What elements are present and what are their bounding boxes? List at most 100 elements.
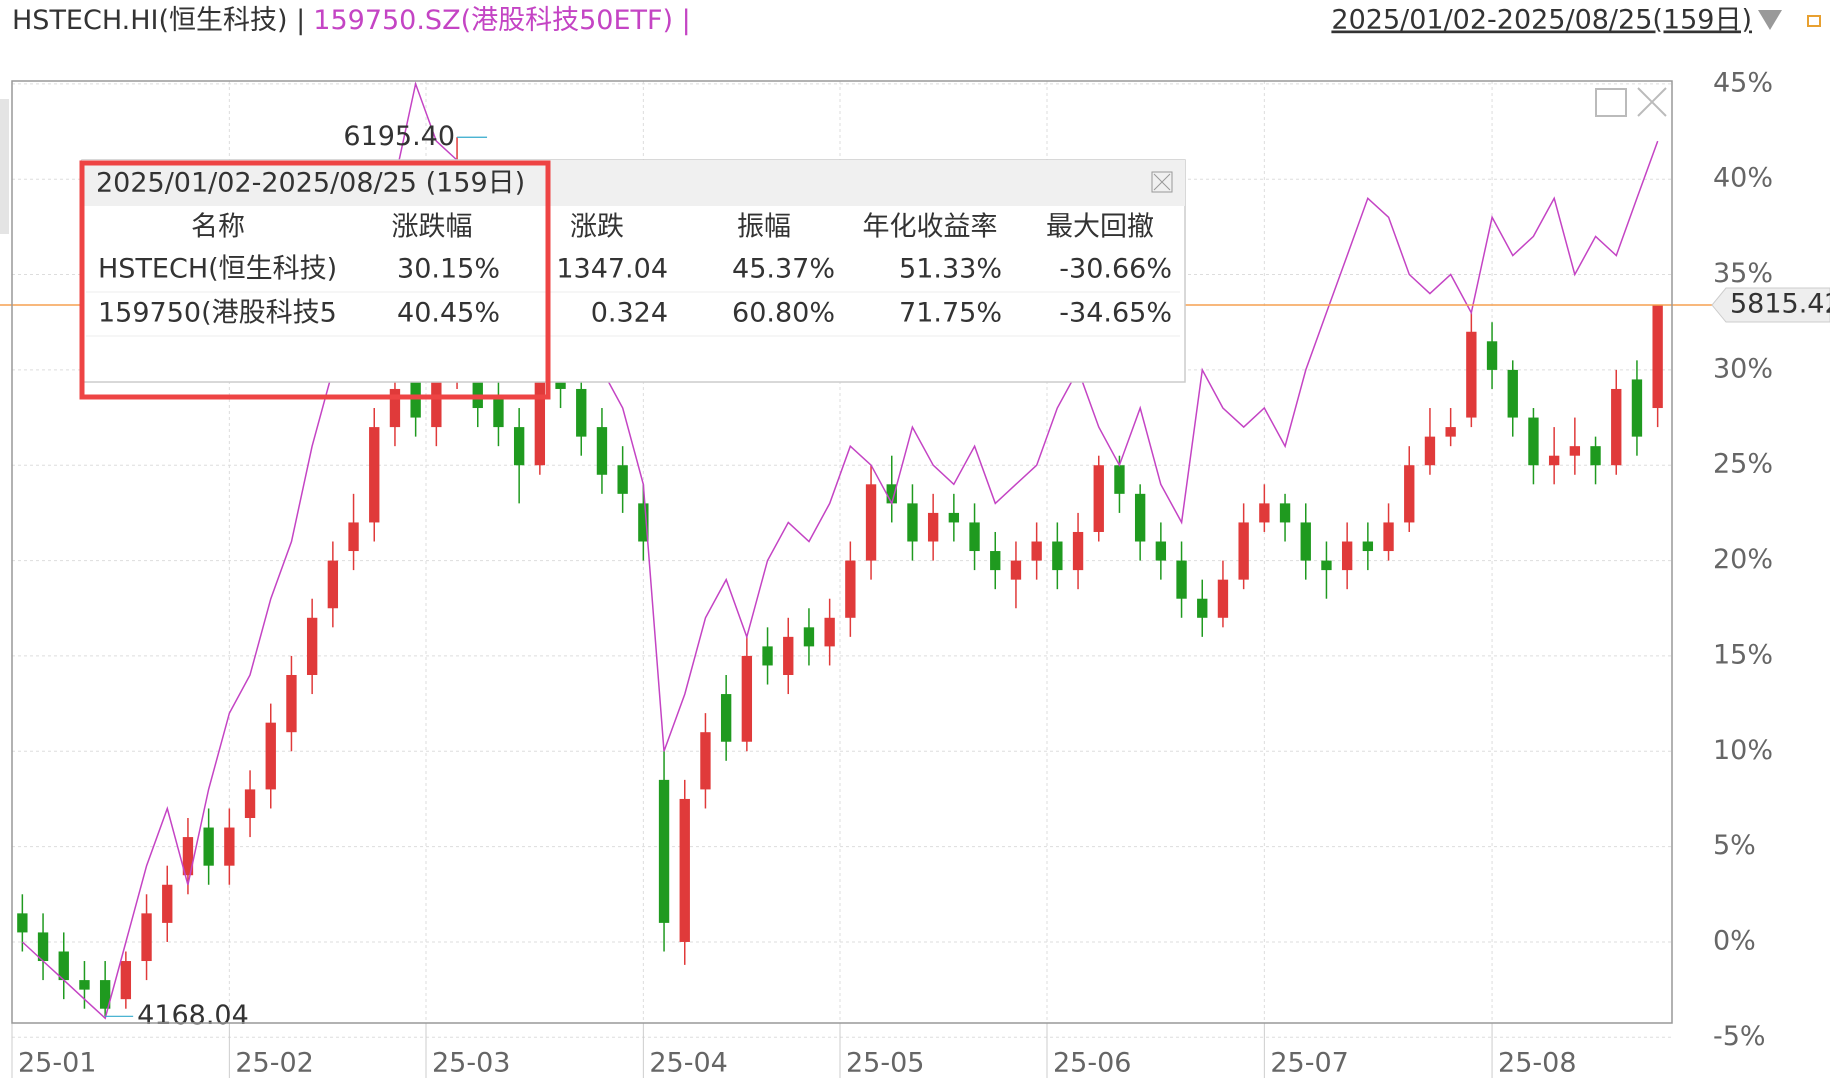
header: HSTECH.HI(恒生科技) | 159750.SZ(港股科技50ETF) | [12, 5, 691, 36]
candle-body [306, 617, 318, 675]
candle-body [1466, 331, 1477, 418]
lock-icon[interactable] [1807, 15, 1821, 27]
y-tick-label: 10% [1713, 735, 1773, 766]
table-cell: 0.324 [591, 298, 668, 329]
candle-body [1114, 465, 1125, 494]
table-cell: 51.33% [899, 254, 1002, 285]
candle-body [1300, 522, 1311, 561]
candle-body [1052, 541, 1063, 571]
candle-body [1072, 531, 1084, 571]
summary-popup: 2025/01/02-2025/08/25 (159日) 名称 涨跌幅 涨跌 振幅 年化… [79, 159, 1186, 400]
y-tick-label: -5% [1713, 1021, 1766, 1052]
candle-body [1548, 455, 1560, 466]
candle-body [389, 388, 401, 428]
y-tick-label: 20% [1713, 544, 1773, 575]
candle-body [845, 560, 856, 618]
candle-body [244, 789, 256, 819]
table-cell: 71.75% [899, 298, 1002, 329]
candle-body [120, 961, 132, 1000]
candle-body [410, 369, 421, 418]
candle-body [286, 674, 297, 733]
dropdown-icon[interactable] [1758, 10, 1782, 30]
candle-body [679, 798, 690, 942]
candle-body [1424, 436, 1436, 466]
candle-body [327, 560, 339, 609]
candle-body [907, 503, 918, 542]
x-tick-label: 25-03 [432, 1048, 510, 1078]
x-tick-label: 25-07 [1270, 1048, 1348, 1078]
candle-body [927, 512, 939, 542]
candle-body [265, 722, 276, 790]
candle-body [1197, 598, 1208, 618]
x-tick-label: 25-01 [18, 1048, 96, 1078]
date-range[interactable]: 2025/01/02-2025/08/25(159日) [1331, 5, 1752, 36]
candle-body [638, 503, 649, 542]
x-tick-label: 25-05 [846, 1048, 924, 1078]
candle-body [513, 427, 525, 466]
candle-body [79, 980, 90, 990]
y-tick-label: 15% [1713, 639, 1773, 670]
candle-body [1404, 465, 1415, 523]
x-tick-label: 25-02 [235, 1048, 313, 1078]
table-cell: HSTECH(恒生科技) [98, 254, 337, 285]
column-header: 涨跌幅 [392, 212, 473, 243]
y-tick-label: 5% [1713, 830, 1756, 861]
candle-body [162, 884, 173, 923]
y-tick-label: 45% [1713, 67, 1773, 98]
table-cell: 159750(港股科技5 [98, 298, 337, 329]
candle-body [886, 484, 897, 504]
candle-body [1486, 341, 1498, 370]
side-bar [0, 99, 9, 234]
header-main: HSTECH.HI(恒生科技) | [12, 5, 305, 36]
candle-body [182, 837, 194, 876]
column-header: 年化收益率 [863, 212, 998, 243]
plot-frame [11, 80, 1673, 1024]
candle-body [617, 465, 628, 494]
x-tick-label: 25-04 [649, 1048, 727, 1078]
table-cell: -30.66% [1059, 254, 1172, 285]
popup-title: 2025/01/02-2025/08/25 (159日) [96, 168, 525, 199]
highlight-box [79, 160, 551, 400]
candle-body [700, 732, 711, 790]
candle-body [1569, 446, 1581, 456]
table-cell: 40.45% [397, 298, 500, 329]
candle-body [1445, 427, 1456, 437]
candle-body [1238, 522, 1249, 580]
column-header: 振幅 [737, 212, 791, 243]
candle-body [1176, 560, 1187, 599]
candle-body [1279, 503, 1291, 523]
candle-body [17, 913, 28, 933]
candle-body [534, 369, 546, 466]
candle-body [224, 827, 235, 866]
popup-close-x[interactable] [1153, 173, 1171, 191]
candle-body [948, 512, 960, 523]
candle-body [58, 951, 69, 981]
annotation-label: 6195.40 [343, 121, 455, 152]
candle-body [348, 522, 359, 552]
candle-body [1031, 541, 1042, 561]
last-price: 5815.42 [1711, 287, 1830, 323]
candle-body [803, 627, 815, 647]
column-header: 名称 [191, 212, 245, 243]
candle-body [1259, 503, 1270, 523]
y-tick-label: 25% [1713, 449, 1773, 480]
close-icon[interactable] [1637, 87, 1667, 117]
maximize-icon[interactable] [1595, 88, 1627, 117]
table-cell: -34.65% [1059, 298, 1172, 329]
last-price-tag [1711, 287, 1830, 323]
popup-close[interactable] [1151, 171, 1173, 193]
compare-line [21, 81, 1659, 1020]
candle-body [1507, 369, 1518, 418]
candle-body [1590, 446, 1601, 466]
candle-body [369, 427, 380, 523]
table-cell: 30.15% [397, 254, 500, 285]
candle-body [1383, 522, 1394, 552]
candle-body [762, 646, 773, 666]
x-tick-label: 25-06 [1053, 1048, 1131, 1078]
candle-body [203, 827, 214, 866]
candle-body [720, 694, 732, 742]
candle-body [865, 484, 877, 561]
candle-body [1611, 388, 1622, 466]
candle-body [1155, 541, 1167, 561]
